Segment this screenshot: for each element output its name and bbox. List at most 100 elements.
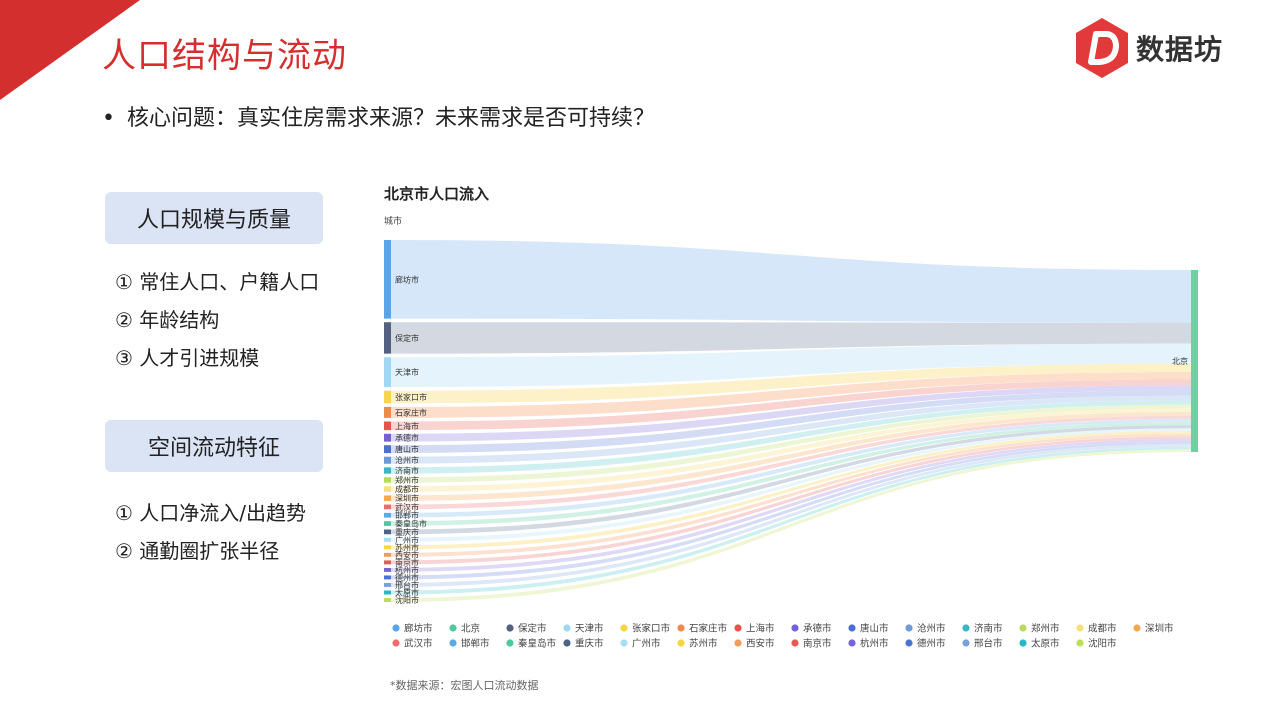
sankey-source-node bbox=[384, 583, 391, 587]
legend-item: 广州市 bbox=[632, 638, 661, 650]
sankey-source-label: 张家口市 bbox=[395, 392, 427, 402]
sankey-source-label: 廊坊市 bbox=[395, 274, 419, 284]
key-question-text: 核心问题：真实住房需求来源？未来需求是否可持续？ bbox=[127, 106, 656, 131]
sankey-link bbox=[391, 415, 1191, 510]
legend-marker bbox=[620, 624, 628, 632]
chart-source-axis-label: 城市 bbox=[384, 215, 402, 227]
legend-item: 杭州市 bbox=[860, 638, 889, 650]
sankey-link bbox=[391, 418, 1191, 518]
sankey-source-label: 苏州市 bbox=[395, 542, 419, 552]
sankey-link bbox=[391, 395, 1191, 464]
sankey-source-label: 太原市 bbox=[395, 588, 419, 598]
sankey-source-label: 西安市 bbox=[395, 550, 419, 560]
sankey-source-label: 武汉市 bbox=[395, 502, 419, 512]
section-list-flow: ① 人口净流入/出趋势 ② 通勤圈扩张半径 bbox=[115, 494, 306, 570]
sankey-source-node bbox=[384, 477, 391, 483]
legend-marker bbox=[848, 624, 856, 632]
sankey-source-label: 德州市 bbox=[395, 572, 419, 582]
legend-marker bbox=[392, 639, 400, 647]
sankey-link bbox=[391, 240, 1191, 323]
legend-marker bbox=[1019, 639, 1027, 647]
sankey-source-label: 承德市 bbox=[395, 433, 419, 443]
sankey-link bbox=[391, 449, 1191, 602]
legend-item: 北京 bbox=[461, 623, 480, 635]
sankey-link bbox=[391, 430, 1191, 550]
sankey-source-label: 成都市 bbox=[395, 484, 419, 494]
legend-item: 济南市 bbox=[974, 623, 1003, 635]
legend-item: 太原市 bbox=[1031, 638, 1060, 650]
sankey-source-node bbox=[384, 433, 391, 442]
legend-marker bbox=[791, 624, 799, 632]
legend-item: 秦皇岛市 bbox=[518, 638, 557, 650]
page-title: 人口结构与流动 bbox=[102, 36, 347, 76]
sankey-source-node bbox=[384, 575, 391, 580]
legend-marker bbox=[905, 639, 913, 647]
legend-item: 唐山市 bbox=[860, 623, 889, 635]
sankey-link bbox=[391, 441, 1191, 580]
sankey-source-node bbox=[384, 598, 391, 602]
sankey-source-label: 邢台市 bbox=[395, 580, 419, 590]
legend-item: 承德市 bbox=[803, 623, 832, 635]
sankey-link bbox=[391, 372, 1191, 418]
legend-item: 郑州市 bbox=[1031, 623, 1060, 635]
sankey-link bbox=[391, 363, 1191, 404]
legend-marker bbox=[734, 639, 742, 647]
logo-icon bbox=[1076, 18, 1128, 78]
legend-marker bbox=[392, 624, 400, 632]
legend-item: 邯郸市 bbox=[461, 638, 490, 650]
legend-item: 苏州市 bbox=[689, 638, 718, 650]
legend-item: 上海市 bbox=[746, 623, 775, 635]
list-item: ① 常住人口、户籍人口 bbox=[115, 270, 320, 294]
sankey-source-node bbox=[384, 322, 391, 354]
legend-item: 石家庄市 bbox=[689, 623, 728, 635]
list-item: ② 通勤圈扩张半径 bbox=[115, 539, 280, 563]
sankey-link bbox=[391, 408, 1191, 492]
key-question: • 核心问题：真实住房需求来源？未来需求是否可持续？ bbox=[102, 106, 656, 131]
corner-accent bbox=[0, 0, 140, 100]
sankey-source-label: 秦皇岛市 bbox=[395, 519, 427, 529]
legend-item: 沧州市 bbox=[917, 623, 946, 635]
sankey-source-label: 郑州市 bbox=[395, 475, 419, 485]
sankey-source-node bbox=[384, 560, 391, 565]
legend-item: 重庆市 bbox=[575, 638, 604, 650]
sankey-link bbox=[391, 379, 1191, 431]
sankey-link bbox=[391, 412, 1191, 501]
sankey-link bbox=[391, 422, 1191, 526]
legend-marker bbox=[1133, 624, 1141, 632]
legend-marker bbox=[677, 639, 685, 647]
legend-marker bbox=[1076, 639, 1084, 647]
sankey-source-label: 杭州市 bbox=[395, 565, 419, 575]
sankey-source-label: 重庆市 bbox=[395, 527, 419, 537]
sankey-source-label: 南京市 bbox=[395, 557, 419, 567]
sankey-source-node bbox=[384, 512, 391, 518]
legend-item: 保定市 bbox=[518, 623, 547, 635]
sankey-target-label: 北京 bbox=[1172, 356, 1188, 366]
legend-item: 西安市 bbox=[746, 638, 775, 650]
sankey-source-node bbox=[384, 421, 391, 431]
legend-marker bbox=[506, 639, 514, 647]
legend-marker bbox=[449, 624, 457, 632]
sankey-source-node bbox=[384, 456, 391, 464]
sankey-source-node bbox=[384, 537, 391, 542]
sankey-source-node bbox=[384, 486, 391, 492]
legend-marker bbox=[848, 639, 856, 647]
legend-marker bbox=[962, 639, 970, 647]
sankey-source-node bbox=[384, 521, 391, 526]
sankey-link bbox=[391, 438, 1191, 572]
logo-text: 数据坊 bbox=[1136, 33, 1224, 66]
legend-marker bbox=[1019, 624, 1027, 632]
section-list-scale: ① 常住人口、户籍人口 ② 年龄结构 ③ 人才引进规模 bbox=[115, 263, 319, 377]
sankey-link bbox=[391, 322, 1191, 354]
legend-marker bbox=[563, 624, 571, 632]
legend-marker bbox=[677, 624, 685, 632]
legend-marker bbox=[905, 624, 913, 632]
sankey-source-label: 石家庄市 bbox=[395, 407, 427, 417]
sankey-source-label: 沧州市 bbox=[395, 455, 419, 465]
sankey-source-node bbox=[384, 504, 391, 510]
legend-item: 天津市 bbox=[575, 623, 604, 635]
legend-marker bbox=[734, 624, 742, 632]
section-pill-flow: 空间流动特征 bbox=[105, 420, 323, 472]
logo: 数据坊 bbox=[1074, 16, 1223, 80]
sankey-source-node bbox=[384, 240, 391, 319]
sankey-link bbox=[391, 400, 1191, 474]
